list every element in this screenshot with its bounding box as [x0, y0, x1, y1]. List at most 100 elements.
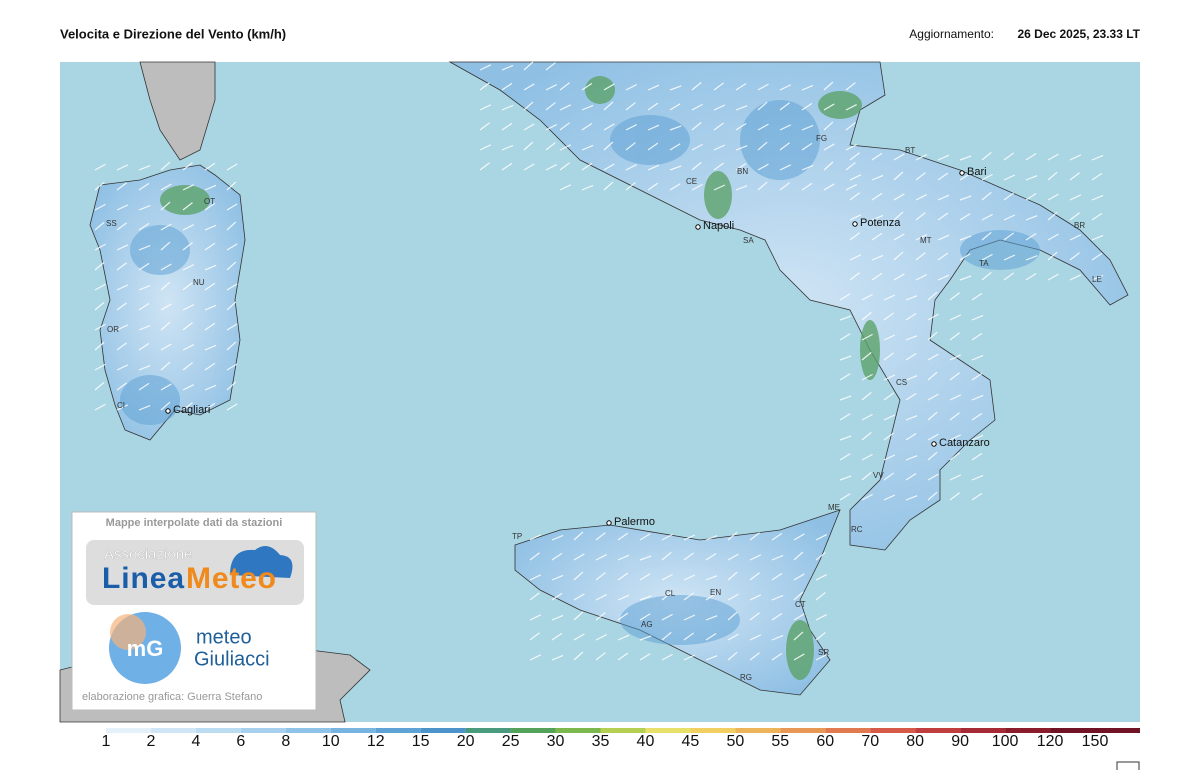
wind-arrow [727, 633, 739, 641]
wind-arrow [971, 314, 984, 321]
wind-arrow [138, 342, 150, 351]
wind-arrow [683, 632, 695, 641]
wind-arrow [1025, 175, 1038, 181]
wind-arrow [160, 361, 171, 371]
wind-arrow [871, 272, 883, 281]
scale-segment [825, 728, 871, 733]
wind-arrow [182, 384, 195, 391]
wind-arrow [949, 314, 962, 321]
scale-segment [915, 728, 961, 733]
wind-arrow [669, 165, 682, 171]
wind-arrow [839, 453, 851, 461]
wind-arrow [905, 295, 918, 301]
wind-arrow [915, 172, 926, 181]
wind-arrow [1091, 234, 1104, 241]
wind-arrow [749, 554, 762, 561]
scale-label: 30 [547, 733, 565, 750]
scale-segment [375, 728, 421, 733]
wind-arrow [1047, 251, 1058, 261]
wind-arrow [661, 613, 673, 621]
scale-label: 12 [367, 733, 385, 750]
wind-arrow [849, 232, 860, 241]
wind-arrow [559, 104, 572, 111]
wind-arrow [959, 213, 971, 221]
wind-arrow [523, 61, 534, 71]
scale-segment [960, 728, 1006, 733]
wind-arrow [893, 251, 904, 261]
wind-arrow [915, 212, 926, 221]
wind-arrow [893, 233, 905, 241]
wind-arrow [182, 344, 195, 351]
wind-arrow [949, 412, 960, 421]
wind-arrow [1091, 194, 1104, 201]
wind-arrow [603, 101, 614, 111]
wind-arrow [617, 634, 630, 641]
wind-arrow [204, 242, 216, 251]
wind-arrow [182, 282, 193, 291]
wind-arrow [639, 573, 651, 581]
wind-arrow [727, 571, 738, 581]
scale-label: 10 [322, 733, 340, 750]
wind-arrow [861, 391, 872, 401]
wind-arrow [749, 652, 760, 661]
wind-arrow [691, 161, 702, 171]
wind-arrow [981, 231, 992, 241]
scale-segment [780, 728, 826, 733]
scale-segment [510, 728, 556, 733]
wind-arrow [949, 394, 962, 401]
wind-arrow [823, 143, 835, 151]
scale-segment [645, 728, 691, 733]
wind-arrow [226, 341, 237, 351]
province-code: CI [117, 401, 125, 410]
wind-arrow [94, 301, 105, 311]
province-code: ME [828, 503, 840, 512]
credits-box: Mappe interpolate dati da stazioni Assoc… [71, 511, 317, 711]
wind-arrow [529, 632, 540, 641]
wind-arrow [801, 182, 813, 191]
wind-arrow [573, 593, 585, 601]
wind-arrow [182, 362, 193, 371]
wind-arrow [905, 415, 918, 421]
wind-arrow [573, 553, 585, 561]
wind-arrow [845, 162, 856, 171]
wind-arrow [915, 194, 927, 201]
wind-arrow [138, 284, 151, 291]
wind-arrow [771, 572, 783, 581]
wind-arrow [1069, 172, 1080, 181]
wind-arrow [949, 372, 960, 381]
wind-arrow [801, 164, 814, 171]
wind-arrow [793, 653, 805, 661]
wind-arrow [971, 372, 983, 381]
wind-arrow [861, 293, 873, 301]
wind-arrow [801, 102, 813, 111]
scale-label: 15 [412, 733, 430, 750]
corner-box [1116, 761, 1140, 770]
province-code: AG [641, 620, 653, 629]
wind-arrow [501, 64, 514, 71]
wind-arrow [581, 122, 593, 131]
wind-arrow [849, 152, 860, 161]
wind-arrow [959, 195, 972, 201]
wind-arrow [823, 183, 835, 191]
wind-arrow [839, 493, 851, 501]
wind-arrow [883, 334, 896, 341]
scale-segment [195, 728, 241, 733]
strong-wind-areas [160, 76, 880, 680]
wind-arrow [949, 332, 960, 341]
wind-arrow [849, 174, 862, 181]
wind-arrow [160, 321, 171, 331]
wind-arrow [883, 432, 895, 441]
wind-arrow [595, 652, 606, 661]
scale-segment [285, 728, 331, 733]
wind-arrow [182, 202, 193, 211]
logo1-top: Associazione [104, 546, 192, 563]
wind-arrow [793, 613, 805, 621]
scale-label: 1 [102, 733, 111, 750]
wind-arrow [529, 654, 542, 661]
wind-arrow [713, 122, 725, 131]
logo1-cloud [230, 546, 293, 578]
wind-arrow [883, 374, 896, 381]
wind-arrow [94, 381, 105, 391]
city-label: Napoli [703, 220, 734, 232]
wind-arrow [861, 311, 872, 321]
